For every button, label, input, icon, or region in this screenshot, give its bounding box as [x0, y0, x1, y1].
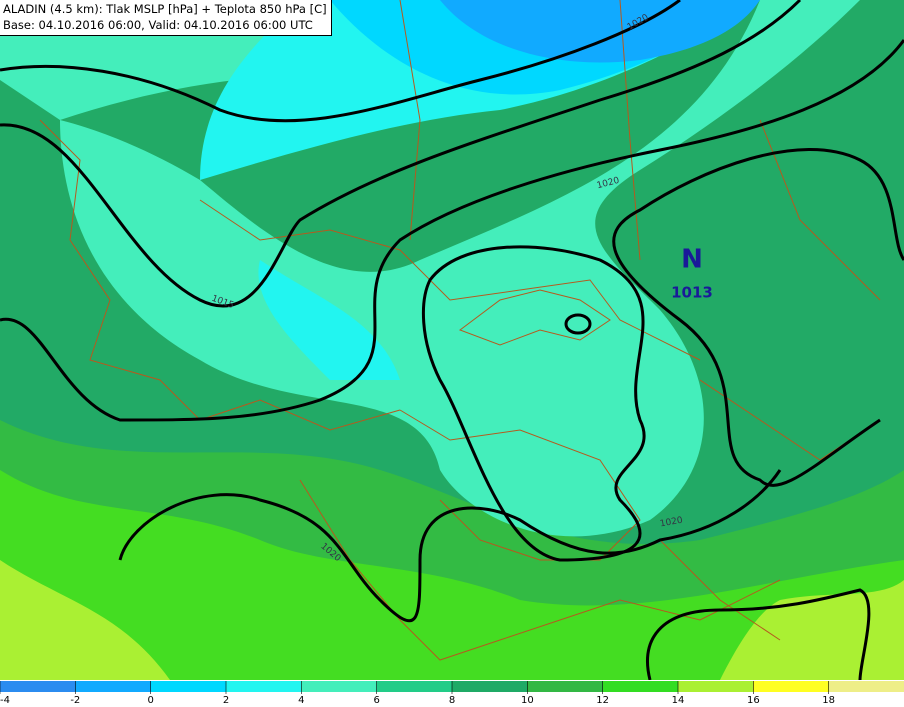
border: [458, 289, 611, 346]
colorbar-tick-label: 8: [449, 695, 455, 706]
colorbar-swatch: [828, 681, 904, 692]
border: [299, 479, 781, 661]
border: [399, 409, 641, 561]
borders: [39, 0, 881, 661]
isobar: [0, 0, 802, 308]
isobar: [422, 245, 646, 562]
colorbar-tick-label: 4: [298, 695, 304, 706]
colorbar-swatch: [376, 681, 453, 692]
colorbar-tick-label: 2: [223, 695, 229, 706]
colorbar-swatch: [678, 681, 754, 692]
border: [39, 119, 401, 431]
colorbar-tick-label: 16: [747, 695, 760, 706]
cool-area: [0, 0, 860, 537]
colorbar-tick-label: 12: [596, 695, 609, 706]
header-line: ALADIN (4.5 km): Tlak MSLP [hPa] + Teplo…: [3, 2, 327, 16]
colorbar-swatch: [75, 681, 152, 692]
isobar: [646, 588, 871, 681]
colorbar-swatch: [602, 681, 679, 692]
colorbar-swatch: [753, 681, 830, 692]
isobar: [118, 469, 782, 623]
warm-area: [0, 470, 904, 680]
cold-area: [440, 0, 760, 63]
colorbar-tick-label: 0: [147, 695, 153, 706]
isobar-label: 1020: [659, 516, 684, 530]
colorbar-swatch: [0, 681, 76, 692]
isobar: [612, 148, 904, 487]
isobar: [0, 0, 681, 123]
colorbar-swatch: [226, 681, 302, 692]
colorbar-swatch: [527, 681, 604, 692]
colorbar-swatch: [150, 681, 227, 692]
isobars: [0, 0, 904, 681]
header-line: Base: 04.10.2016 06:00, Valid: 04.10.201…: [3, 18, 313, 32]
colorbar-tick-label: 18: [822, 695, 835, 706]
border: [199, 199, 701, 361]
hot-area: [0, 560, 904, 680]
isobar: [564, 313, 592, 335]
colorbar-tick-label: 14: [672, 695, 685, 706]
header: ALADIN (4.5 km): Tlak MSLP [hPa] + Teplo…: [0, 0, 332, 36]
colorbar-tick-label: 6: [373, 695, 379, 706]
colorbar-tick-label: -2: [70, 695, 80, 706]
colorbar-tick-label: 10: [521, 695, 534, 706]
pressure-center-letter: N: [681, 245, 703, 275]
cold-area: [200, 0, 760, 380]
colorbar: -4 -2 0 2 4 6 8 10 12 14 16 18: [0, 681, 904, 706]
isobar: [0, 39, 904, 422]
colorbar-swatch: [301, 681, 378, 692]
colorbar-swatch: [452, 681, 528, 692]
colorbar-tick-label: -4: [0, 695, 10, 706]
pressure-center-value: 1013: [671, 284, 713, 302]
